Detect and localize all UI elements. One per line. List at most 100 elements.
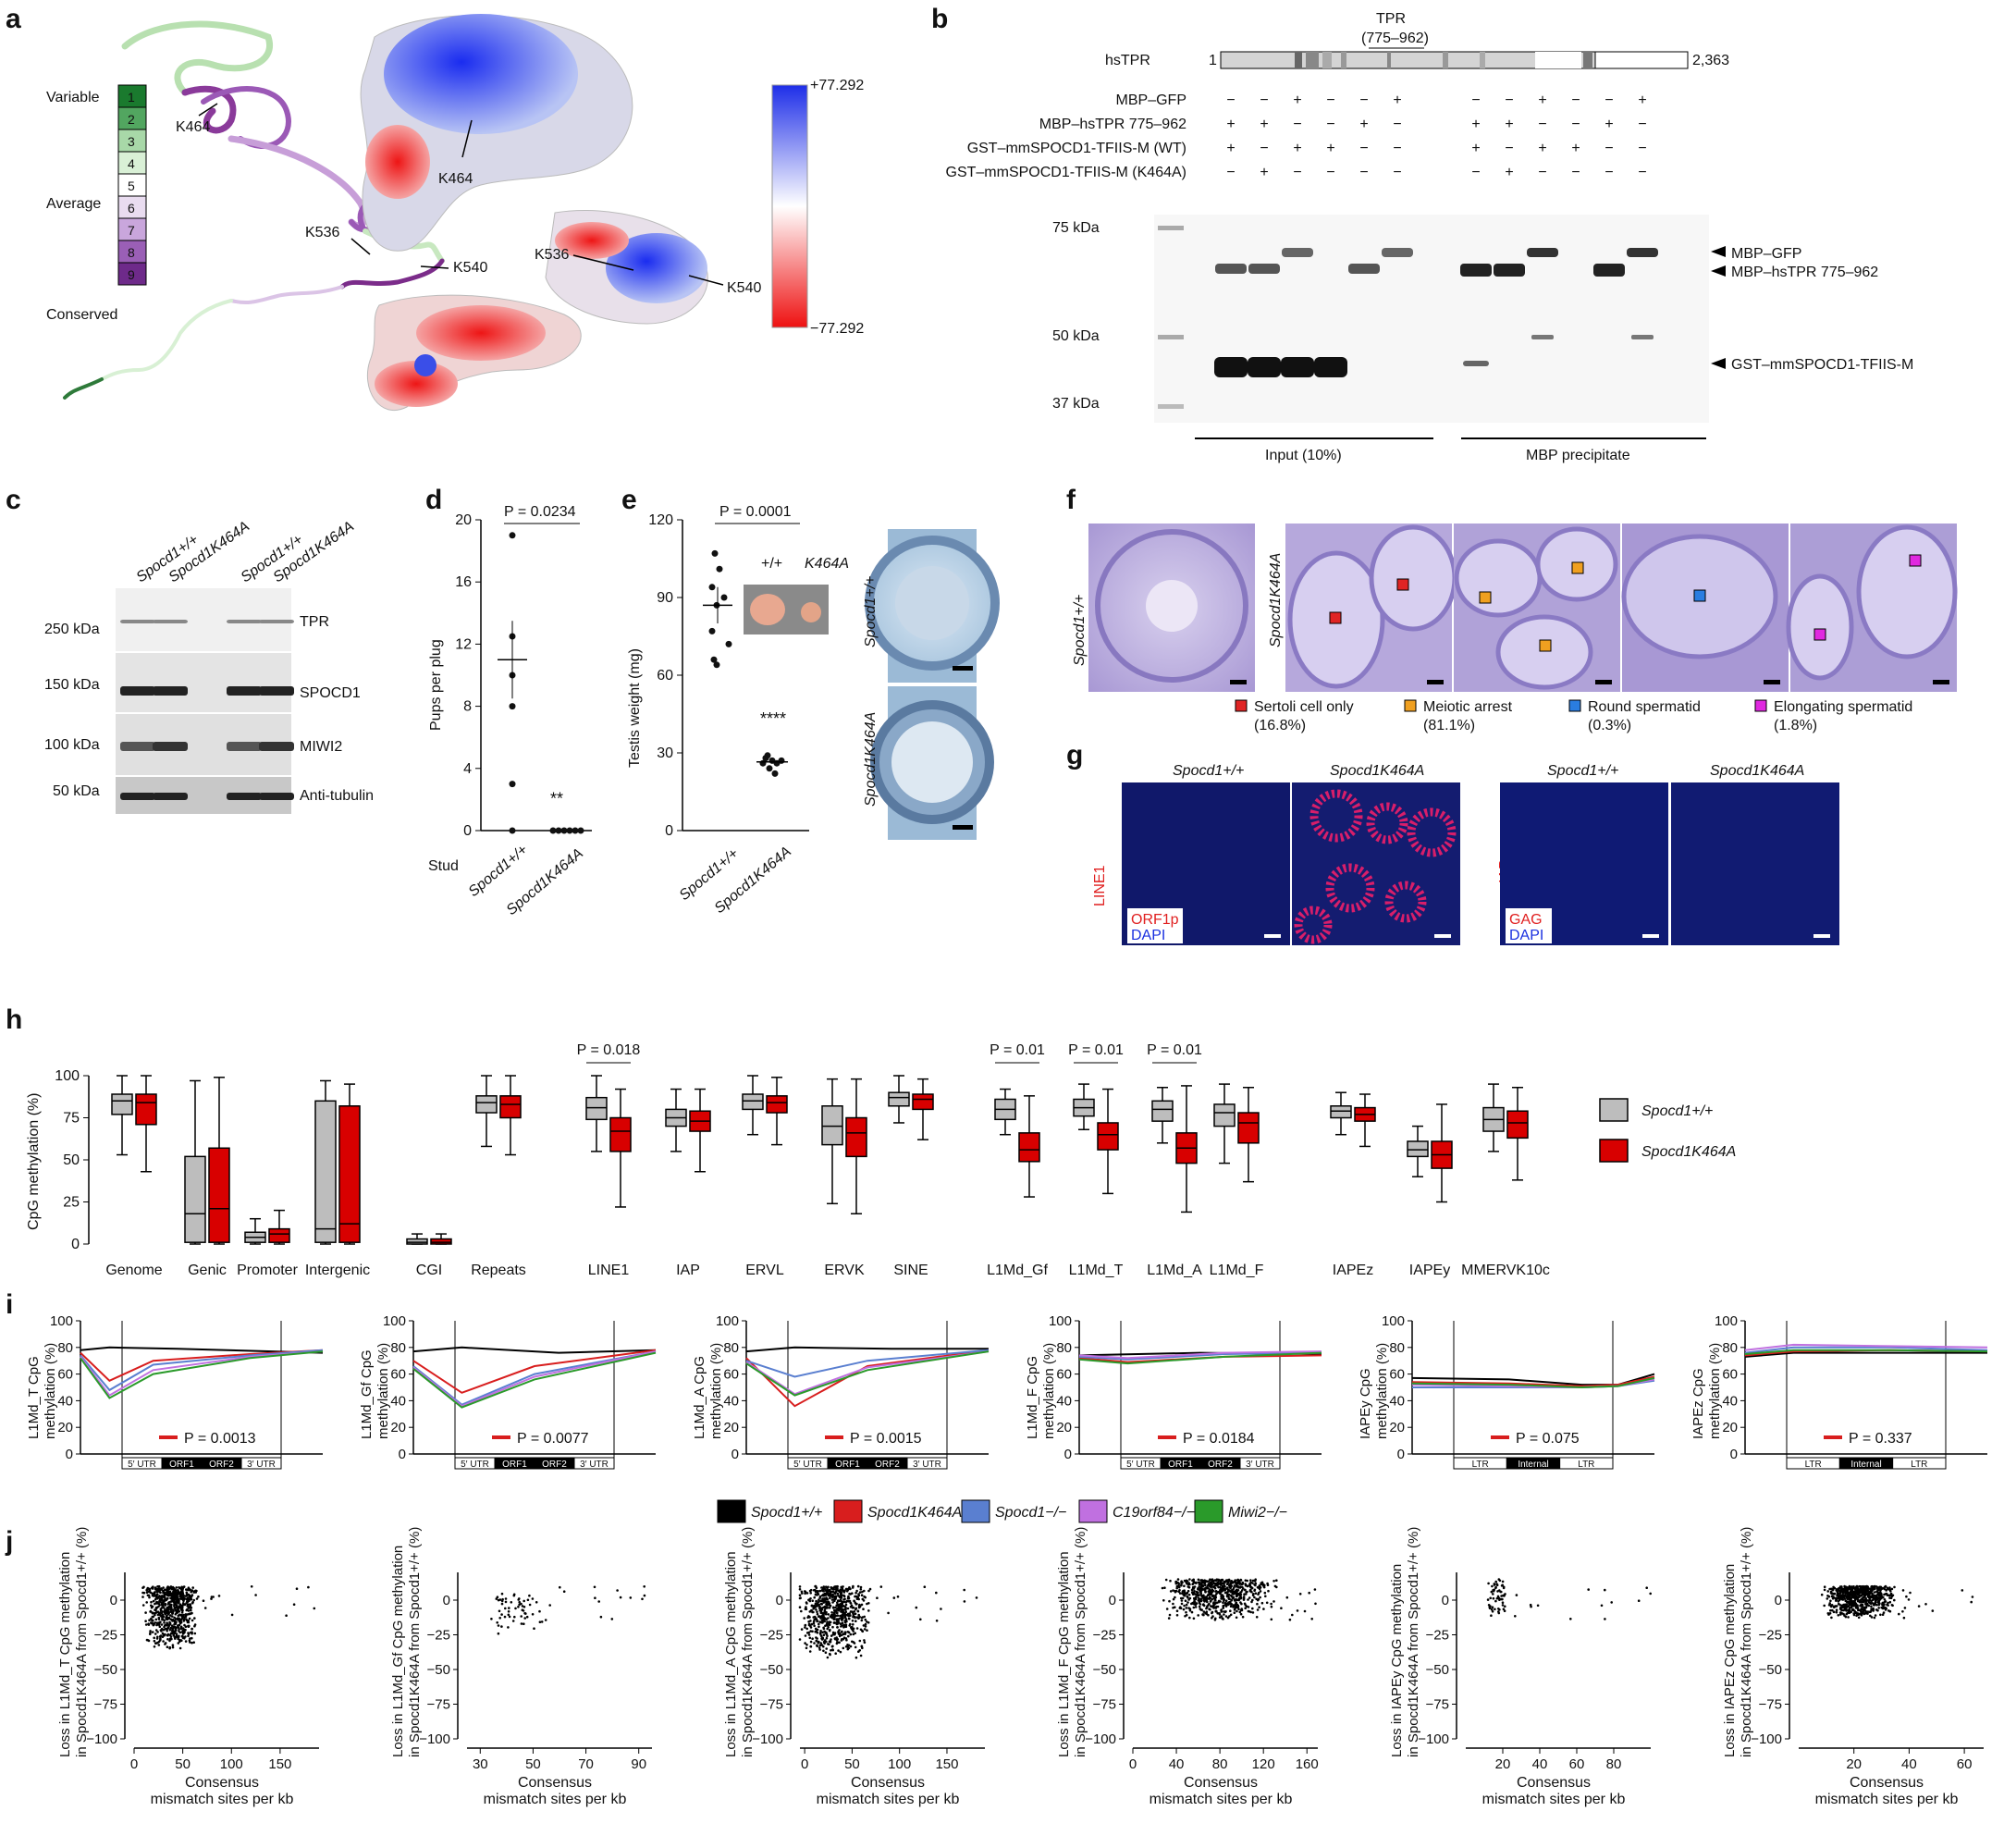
- y-tick-label: 0: [1109, 1593, 1116, 1608]
- scatter-point: [815, 1639, 818, 1643]
- scatter-point: [1649, 1592, 1652, 1595]
- x-tick-label: 90: [631, 1756, 646, 1772]
- scatter-point: [1243, 1593, 1246, 1595]
- scatter-point: [827, 1625, 830, 1629]
- scatter-point: [863, 1639, 866, 1642]
- scatter-point: [1275, 1585, 1278, 1589]
- scatter-point: [1212, 1584, 1216, 1588]
- scatter-point: [1172, 1602, 1174, 1606]
- scatter-point: [844, 1610, 848, 1614]
- scatter-point: [1901, 1589, 1905, 1592]
- y-axis-label: in Spocd1K464A from Spocd1+/+ (%): [407, 1527, 423, 1757]
- scatter-point: [854, 1595, 858, 1598]
- scatter-point: [1314, 1602, 1317, 1606]
- panel-letter-i: i: [6, 1289, 13, 1320]
- scatter-point: [1902, 1616, 1906, 1620]
- scatter-point: [1224, 1610, 1227, 1613]
- scatter-point: [523, 1599, 525, 1603]
- y-tick-label: 60: [1056, 1367, 1072, 1383]
- sign-cell: −: [1471, 165, 1480, 180]
- scatter-point: [1867, 1595, 1871, 1597]
- panel-e: e P = 0.0001 Testis weight (mg) 03060901…: [621, 485, 1000, 917]
- scatter-point: [1191, 1583, 1194, 1586]
- category-label: MMERVK10c: [1461, 1263, 1550, 1278]
- scatter-point: [1851, 1608, 1855, 1611]
- p-value: P = 0.01: [990, 1042, 1045, 1058]
- scatter-point: [1248, 1589, 1252, 1592]
- scatter-point: [830, 1598, 834, 1601]
- scatter-point: [1188, 1616, 1191, 1620]
- scatter-point: [559, 1585, 561, 1589]
- scatter-point: [1187, 1598, 1190, 1601]
- scatter-point: [1236, 1582, 1239, 1584]
- y-axis-label: methylation (%): [1374, 1343, 1390, 1439]
- scatter-point: [161, 1602, 165, 1606]
- scatter-point: [1865, 1604, 1868, 1607]
- scatter-point: [1844, 1599, 1848, 1603]
- scatter-point: [1501, 1604, 1505, 1607]
- scatter-point: [825, 1636, 829, 1640]
- y-tick-label: 100: [1049, 1313, 1072, 1329]
- sign-cell: −: [1571, 117, 1580, 132]
- scatter-point: [1207, 1583, 1210, 1587]
- box: [1506, 1110, 1529, 1140]
- scatter-point: [1826, 1590, 1829, 1593]
- box: [609, 1116, 632, 1152]
- x-axis-label: Consensus: [185, 1775, 259, 1791]
- scatter-point: [1258, 1606, 1260, 1608]
- data-point: [509, 703, 516, 710]
- scatter-point: [155, 1601, 158, 1604]
- scatter-point: [1183, 1584, 1186, 1587]
- scatter-point: [1494, 1608, 1496, 1611]
- scatter-point: [1490, 1590, 1494, 1594]
- legend-label: C19orf84−/−: [1113, 1505, 1195, 1521]
- marker-100: 100 kDa: [44, 737, 100, 753]
- profile-line: [745, 1346, 989, 1353]
- scatter-point: [815, 1589, 818, 1593]
- scatter-point: [1179, 1596, 1183, 1600]
- sign-cell: −: [1226, 92, 1235, 108]
- scatter-point: [147, 1587, 151, 1591]
- scatter-point: [495, 1597, 498, 1600]
- scatter-point: [842, 1626, 845, 1629]
- scatter-point: [800, 1590, 804, 1594]
- scatter-point: [859, 1585, 863, 1589]
- scatter-point: [807, 1615, 810, 1618]
- scatter-point: [1220, 1595, 1223, 1598]
- scatter-point: [1247, 1598, 1249, 1601]
- scatter-point: [160, 1623, 164, 1626]
- scatter-point: [800, 1628, 804, 1631]
- scatter-point: [159, 1608, 163, 1611]
- scatter-point: [835, 1620, 839, 1624]
- scatter-point: [1224, 1599, 1228, 1602]
- y-tick-label: 60: [57, 1367, 73, 1383]
- blot-band: [259, 620, 294, 623]
- box: [888, 1091, 910, 1107]
- scatter-point: [805, 1606, 807, 1608]
- scatter-point: [1177, 1585, 1181, 1589]
- scatter-point: [175, 1602, 178, 1605]
- sign-cell: −: [1326, 165, 1334, 180]
- scatter-point: [1310, 1618, 1313, 1620]
- column-label: Spocd1+/+: [1173, 763, 1244, 779]
- panel-f: f Spocd1+/+ Spocd1K464A: [1066, 485, 1958, 733]
- scatter-point: [840, 1600, 843, 1603]
- scatter-point: [851, 1625, 854, 1629]
- scatter-point: [814, 1630, 817, 1633]
- scatter-point: [149, 1610, 152, 1613]
- scatter-point: [821, 1611, 825, 1615]
- scatter-point: [1236, 1603, 1239, 1607]
- scatter-point: [818, 1622, 820, 1626]
- scatter-point: [490, 1618, 493, 1620]
- scatter-point: [1167, 1617, 1171, 1620]
- scatter-point: [171, 1598, 174, 1602]
- scatter-point: [1253, 1595, 1256, 1599]
- band-gst-spocd1: [1248, 357, 1281, 377]
- scatter-point: [1267, 1589, 1270, 1593]
- scatter-point: [1853, 1596, 1856, 1599]
- p-value: P = 0.0234: [504, 504, 576, 520]
- sign-cell: +: [1326, 141, 1334, 156]
- scatter-point: [187, 1603, 190, 1606]
- scatter-point: [840, 1631, 843, 1633]
